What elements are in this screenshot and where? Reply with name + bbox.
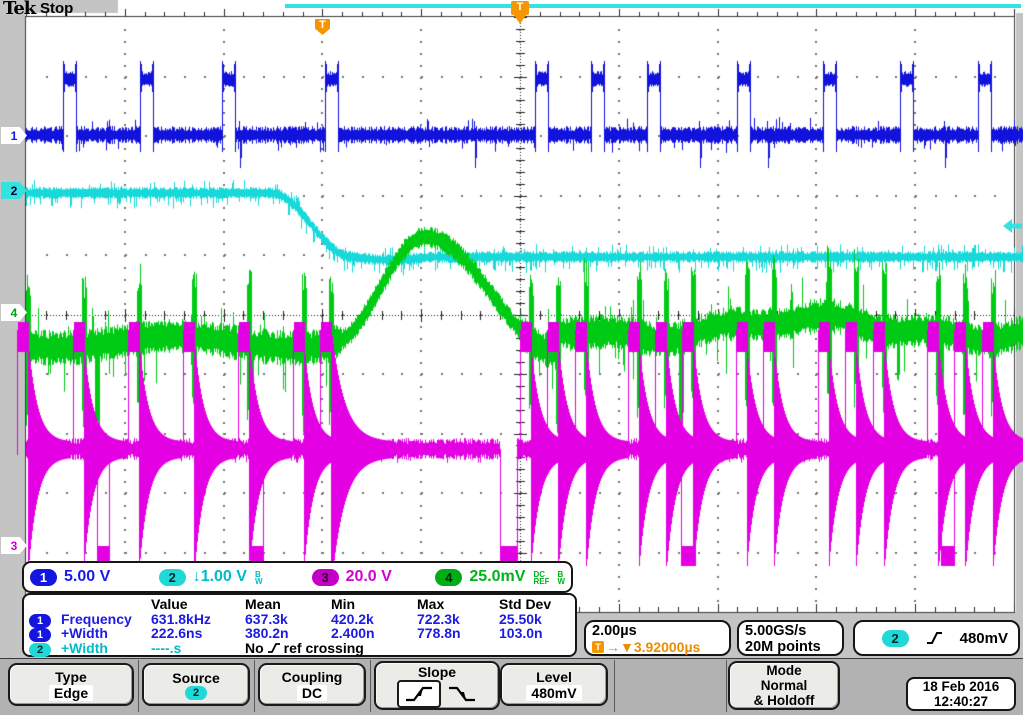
meas-row3-badge: 2 <box>29 642 51 657</box>
rising-edge-icon <box>406 686 432 701</box>
meas-row1-name: Frequency <box>61 610 132 627</box>
trigger-coupling-value: DC <box>296 684 328 701</box>
meas-row1-value: 631.8kHz <box>151 610 211 627</box>
falling-edge-button[interactable] <box>447 685 477 703</box>
meas-row3-note: No ref crossing <box>245 640 364 657</box>
time-value: 12:40:27 <box>933 694 989 709</box>
ch1-scale: 5.00 V <box>64 568 111 585</box>
trigger-level-value: 480mV <box>959 629 1008 647</box>
menu-divider <box>726 660 727 712</box>
ch2-scale: ↓1.00 V <box>192 568 247 585</box>
channel-4-marker[interactable]: 4 <box>1 304 27 321</box>
ch3-readout: 3 20.0 V <box>311 568 436 586</box>
ch4-scale: 25.0mV <box>469 568 526 585</box>
horizontal-scale: 2.00µs <box>592 623 637 639</box>
ch4-coupling-icon: DC REF <box>533 569 550 586</box>
meas-row2-std: 103.0n <box>499 625 543 642</box>
meas-header-max: Max <box>417 596 445 612</box>
meas-row2-min: 2.400n <box>331 625 375 642</box>
trigger-slope-button[interactable]: Slope <box>374 661 500 710</box>
expansion-point-icon[interactable]: T <box>511 1 529 15</box>
horizontal-readout: 2.00µs T →▼3.92000µs <box>584 620 731 656</box>
meas-row1-max: 722.3k <box>417 610 460 627</box>
meas-header-mean: Mean <box>245 596 281 612</box>
trigger-level-button[interactable]: Level 480mV <box>500 663 608 706</box>
trigger-t-icon: T <box>592 641 604 653</box>
trigger-mode-value-1: Normal <box>760 678 808 693</box>
menu-divider <box>614 660 615 712</box>
channel-1-marker[interactable]: 1 <box>1 127 27 144</box>
trigger-coupling-button[interactable]: Coupling DC <box>258 663 366 706</box>
channel-2-marker[interactable]: 2 <box>1 182 27 199</box>
horizontal-delay: T →▼3.92000µs <box>592 639 723 655</box>
meas-row1-mean: 637.3k <box>245 610 288 627</box>
trigger-readout: 2 480mV <box>853 620 1020 656</box>
meas-row2-value: 222.6ns <box>151 625 203 642</box>
meas-header-value: Value <box>151 596 188 612</box>
meas-row2-max: 778.8n <box>417 625 461 642</box>
trigger-source-button[interactable]: Source 2 <box>142 663 250 706</box>
rising-edge-button[interactable] <box>397 679 441 708</box>
meas-header-min: Min <box>331 596 356 612</box>
trigger-position-icon[interactable]: T <box>315 19 330 35</box>
ch2-badge: 2 <box>158 568 186 586</box>
meas-row1-badge: 1 <box>29 613 51 628</box>
ch1-badge: 1 <box>30 568 57 586</box>
trigger-mode-button[interactable]: Mode Normal & Holdoff <box>728 661 840 710</box>
menu-divider <box>370 660 371 712</box>
trigger-type-button[interactable]: Type Edge <box>8 663 134 706</box>
ch3-scale: 20.0 V <box>345 568 392 585</box>
channel-3-marker[interactable]: 3 <box>1 537 27 554</box>
trigger-mode-value-2: & Holdoff <box>753 693 815 708</box>
trigger-source-value: 2 <box>185 685 207 700</box>
meas-row3-value: ----.s <box>151 639 182 656</box>
measurement-table: Value Mean Min Max Std Dev 1 Frequency 6… <box>22 593 577 657</box>
meas-row2-mean: 380.2n <box>245 625 289 642</box>
ch4-badge: 4 <box>435 568 463 586</box>
tek-logo: Tek <box>3 0 36 19</box>
record-view-bar <box>285 4 1021 8</box>
acquisition-status: Stop <box>40 0 74 17</box>
trigger-level-menu-value: 480mV <box>526 684 582 701</box>
date-value: 18 Feb 2016 <box>922 679 1000 694</box>
menu-divider <box>138 660 139 712</box>
acquisition-readout: 5.00GS/s 20M points <box>737 620 844 656</box>
ch3-badge: 3 <box>311 568 339 586</box>
meas-header-std: Std Dev <box>499 596 552 612</box>
expansion-point-arrow-icon <box>514 15 526 24</box>
trigger-type-value: Edge <box>48 684 94 701</box>
meas-row2-badge: 1 <box>29 628 51 643</box>
meas-row1-std: 25.50k <box>499 610 542 627</box>
menu-divider <box>254 660 255 712</box>
rising-edge-icon <box>267 642 280 653</box>
datetime-display: 18 Feb 2016 12:40:27 <box>906 677 1016 711</box>
sample-rate: 5.00GS/s <box>745 623 807 639</box>
meas-row3-name: +Width <box>61 639 108 656</box>
ch1-readout: 1 5.00 V <box>30 568 159 586</box>
meas-row2-name: +Width <box>61 625 108 642</box>
trigger-source-badge: 2 <box>881 629 909 647</box>
meas-row1-min: 420.2k <box>331 610 374 627</box>
trigger-slope-icon <box>926 632 942 644</box>
record-length: 20M points <box>745 639 821 655</box>
